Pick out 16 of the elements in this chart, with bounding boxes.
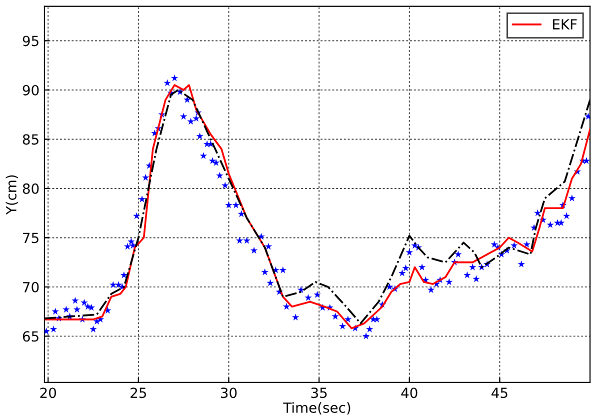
x-axis-title: Time(sec)	[283, 402, 350, 415]
y-axis-title: Y(cm)	[6, 175, 18, 215]
legend-label: EKF	[553, 19, 577, 30]
x-tick-label: 30	[220, 388, 237, 398]
y-tick-label: 85	[22, 134, 38, 145]
x-tick-label: 35	[311, 388, 327, 398]
y-tick-label: 95	[22, 36, 38, 46]
x-tick-label: 25	[130, 388, 146, 398]
x-tick-label: 40	[401, 388, 418, 398]
x-tick-label: 45	[492, 388, 508, 398]
y-tick-label: 65	[22, 331, 38, 342]
y-tick-label: 70	[23, 282, 39, 292]
y-tick-label: 75	[23, 232, 38, 244]
y-tick-label: 90	[22, 84, 39, 96]
x-tick-label: 20	[40, 388, 56, 398]
y-tick-label: 80	[22, 183, 39, 194]
